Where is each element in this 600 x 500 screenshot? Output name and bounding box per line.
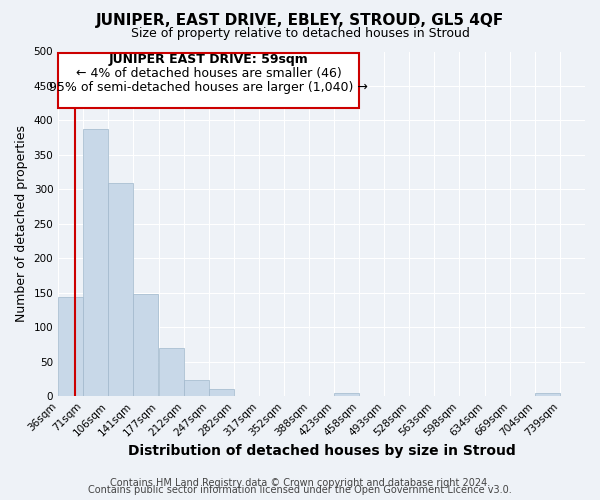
Text: JUNIPER EAST DRIVE: 59sqm: JUNIPER EAST DRIVE: 59sqm (109, 54, 308, 66)
Bar (159, 348, 184, 396)
X-axis label: Distribution of detached houses by size in Stroud: Distribution of detached houses by size … (128, 444, 515, 458)
Text: ← 4% of detached houses are smaller (46): ← 4% of detached houses are smaller (46) (76, 67, 341, 80)
Text: Size of property relative to detached houses in Stroud: Size of property relative to detached ho… (131, 28, 469, 40)
Bar (184, 380, 209, 396)
Bar (535, 393, 560, 396)
Bar (83, 130, 108, 396)
Text: Contains public sector information licensed under the Open Government Licence v3: Contains public sector information licen… (88, 485, 512, 495)
FancyBboxPatch shape (58, 53, 359, 108)
Bar (108, 183, 133, 396)
Bar (133, 294, 158, 396)
Bar (58, 297, 83, 396)
Bar (209, 390, 234, 396)
Text: JUNIPER, EAST DRIVE, EBLEY, STROUD, GL5 4QF: JUNIPER, EAST DRIVE, EBLEY, STROUD, GL5 … (96, 12, 504, 28)
Text: 95% of semi-detached houses are larger (1,040) →: 95% of semi-detached houses are larger (… (49, 81, 368, 94)
Text: Contains HM Land Registry data © Crown copyright and database right 2024.: Contains HM Land Registry data © Crown c… (110, 478, 490, 488)
Bar (334, 393, 359, 396)
Y-axis label: Number of detached properties: Number of detached properties (15, 126, 28, 322)
